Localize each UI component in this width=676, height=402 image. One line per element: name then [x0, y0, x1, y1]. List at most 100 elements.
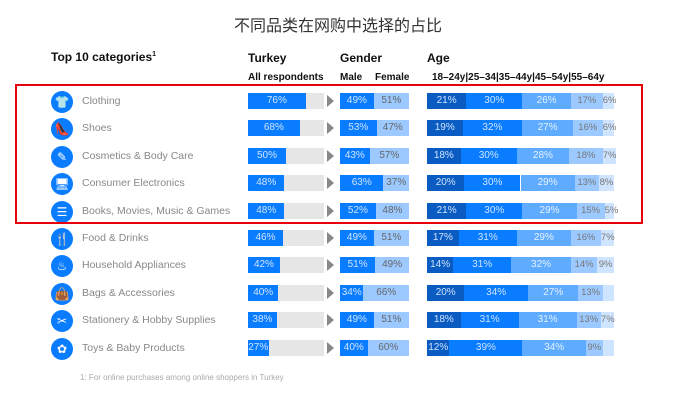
male-bar: 53% — [340, 120, 377, 137]
female-bar: 37% — [383, 175, 409, 192]
shoe-icon: 👠 — [51, 118, 73, 141]
highlight-box — [15, 84, 643, 224]
arrow-icon — [327, 95, 334, 107]
category-label: Household Appliances — [82, 259, 186, 272]
male-bar: 49% — [340, 312, 374, 329]
age-segment-5 — [602, 284, 614, 301]
age-segment-1: 18% — [427, 147, 461, 164]
age-segment-3: 32% — [511, 257, 571, 274]
food-icon: 🍴 — [51, 228, 73, 250]
age-segment-4: 13% — [576, 312, 601, 329]
category-label: Clothing — [82, 95, 121, 107]
all-respondents-header: All respondents — [248, 72, 324, 83]
male-header: Male — [340, 72, 363, 83]
age-segment-1: 21% — [427, 202, 467, 219]
category-label: Shoes — [82, 122, 112, 135]
male-bar: 34% — [340, 284, 364, 301]
female-header: Female — [375, 72, 410, 83]
tshirt-icon: 👕 — [51, 91, 73, 113]
age-segment-1: 14% — [427, 257, 454, 274]
age-segment-3: 29% — [522, 202, 577, 219]
arrow-icon — [327, 149, 334, 162]
female-bar: 66% — [363, 284, 409, 301]
category-label: Stationery & Hobby Supplies — [82, 314, 216, 327]
arrow-icon — [327, 286, 334, 299]
gender-header: Gender — [340, 51, 383, 65]
categories-header-text: Top 10 categories — [51, 50, 153, 64]
age-segment-4: 16% — [572, 120, 603, 137]
turkey-bar: 50% — [248, 147, 286, 164]
table-row: 👠 Shoes 68% 53% 47% 19% 32% 27% 16% 6% — [0, 118, 676, 141]
table-row: ☰ Books, Movies, Music & Games 48% 52% 48% 21… — [0, 200, 676, 223]
arrow-icon — [327, 122, 334, 135]
table-row: 🍴 Food & Drinks 46% 49% 51% 17% 31% 29% 16% 7% — [0, 228, 676, 250]
age-segment-2: 34% — [464, 284, 528, 301]
appliance-icon: ♨ — [51, 255, 73, 278]
arrow-icon — [327, 314, 334, 327]
turkey-bar: 38% — [248, 312, 277, 329]
turkey-bar: 48% — [248, 175, 285, 192]
male-bar: 49% — [340, 230, 374, 246]
age-segment-2: 30% — [460, 147, 517, 164]
table-row: ✎ Cosmetics & Body Care 50% 43% 57% 18% 30% 28%… — [0, 145, 676, 168]
age-groups-header: 18–24y|25–34|35–44y|45–54y|55–64y — [432, 72, 605, 83]
turkey-bar: 48% — [248, 202, 285, 219]
male-bar: 49% — [340, 93, 374, 109]
arrow-icon — [327, 232, 334, 244]
female-bar: 48% — [375, 202, 409, 219]
age-segment-5: 9% — [597, 257, 614, 274]
age-segment-1: 21% — [427, 93, 467, 109]
male-bar: 43% — [340, 147, 370, 164]
age-segment-2: 30% — [464, 175, 521, 192]
table-row: 🖥 Consumer Electronics 48% 63% 37% 20% 30% 29% 1… — [0, 173, 676, 196]
female-bar: 51% — [373, 93, 409, 109]
arrow-icon — [327, 259, 334, 272]
turkey-bar: 42% — [248, 257, 280, 274]
age-segment-2: 31% — [458, 230, 517, 246]
age-segment-2: 32% — [462, 120, 523, 137]
age-segment-1: 19% — [427, 120, 463, 137]
age-segment-3: 28% — [516, 147, 570, 164]
category-label: Books, Movies, Music & Games — [82, 204, 231, 217]
age-segment-3: 34% — [522, 339, 586, 356]
age-segment-2: 31% — [460, 312, 519, 329]
categories-header: Top 10 categories1 — [51, 50, 156, 64]
age-segment-3: 27% — [527, 284, 579, 301]
male-bar: 63% — [340, 175, 384, 192]
cosmetics-icon: ✎ — [51, 145, 73, 168]
turkey-bar: 27% — [248, 339, 269, 356]
age-segment-4: 15% — [576, 202, 605, 219]
bag-icon: 👜 — [51, 282, 73, 305]
age-segment-5 — [602, 339, 614, 356]
age-segment-2: 30% — [466, 202, 523, 219]
age-segment-5: 7% — [602, 147, 617, 164]
age-header: Age — [427, 51, 450, 65]
footnote-marker: 1 — [152, 51, 157, 58]
table-row: ✂ Stationery & Hobby Supplies 38% 49% 51% 18%… — [0, 310, 676, 333]
female-bar: 51% — [373, 312, 409, 329]
age-segment-4: 13% — [578, 284, 603, 301]
female-bar: 47% — [376, 120, 409, 137]
age-segment-5: 6% — [602, 120, 617, 137]
arrow-icon — [327, 341, 334, 354]
age-segment-5: 6% — [602, 93, 617, 109]
age-segment-4: 13% — [574, 175, 600, 192]
arrow-icon — [327, 177, 334, 190]
electronics-icon: 🖥 — [51, 173, 73, 196]
age-segment-1: 18% — [427, 312, 461, 329]
turkey-bar: 68% — [248, 120, 300, 137]
male-bar: 40% — [340, 339, 368, 356]
age-segment-4: 18% — [569, 147, 603, 164]
table-row: 👕 Clothing 76% 49% 51% 21% 30% 26% 17% 6% — [0, 91, 676, 113]
age-segment-1: 20% — [427, 175, 465, 192]
age-segment-3: 26% — [522, 93, 571, 109]
age-segment-1: 12% — [427, 339, 450, 356]
table-row: ✿ Toys & Baby Products 27% 40% 60% 12% 39% 34% 9… — [0, 337, 676, 360]
age-segment-3: 29% — [520, 175, 575, 192]
category-label: Food & Drinks — [82, 232, 149, 244]
age-segment-3: 29% — [516, 230, 571, 246]
age-segment-2: 30% — [466, 93, 523, 109]
stationery-icon: ✂ — [51, 310, 73, 333]
arrow-icon — [327, 204, 334, 217]
age-segment-5: 8% — [599, 175, 614, 192]
